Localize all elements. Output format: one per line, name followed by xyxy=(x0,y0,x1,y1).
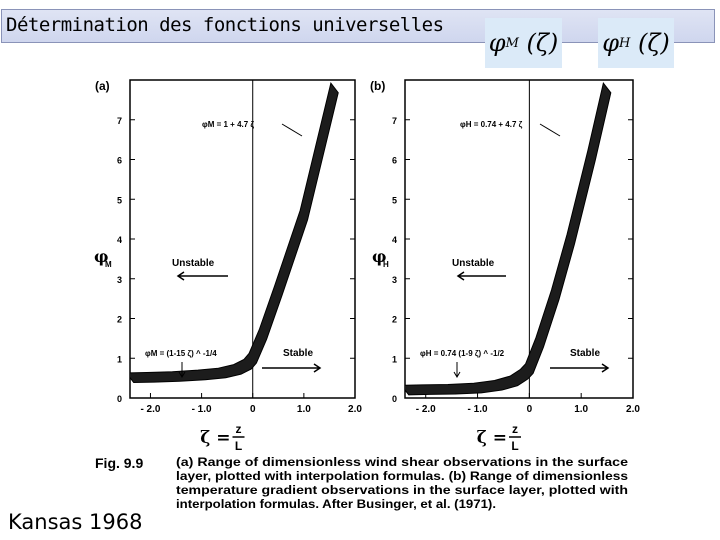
panel-a-stable-arrow xyxy=(262,363,322,373)
panel-a-stable-label: Stable xyxy=(283,348,313,359)
panel-a-y-tick-label: 6 xyxy=(117,156,122,166)
panel-b-xlabel-zeta: ζ = xyxy=(477,428,507,448)
panel-b-y-tick-label: 0 xyxy=(392,394,397,404)
panel-b-annotation-stable-formula: φH = 0.74 + 4.7 ζ xyxy=(460,120,523,129)
panel-a-x-tick-label: 0 xyxy=(250,404,256,415)
panel-b-stable-label: Stable xyxy=(570,348,600,359)
panel-a-y-tick-label: 3 xyxy=(117,275,122,285)
panel-b-x-tick-label: - 1.0 xyxy=(468,404,488,415)
panel-b-ylabel: φ xyxy=(372,247,386,266)
panel-b-unstable-label: Unstable xyxy=(452,258,495,269)
panel-b-y-tick-label: 4 xyxy=(392,235,397,245)
panel-b-x-tick-label: 0 xyxy=(527,404,533,415)
panel-a-band xyxy=(130,82,339,384)
panel-b-unstable-arrow xyxy=(456,271,506,281)
formula-phi-h-sub: H xyxy=(619,35,631,51)
panel-a-annotation-unstable-pointer xyxy=(178,362,186,378)
title-bar xyxy=(1,9,715,43)
panel-b-xlabel-z: z xyxy=(512,422,518,436)
panel-b-y-tick-label: 2 xyxy=(392,315,397,325)
panel-a-y-tick-label: 2 xyxy=(117,315,122,325)
panel-a-annotation-unstable-formula: φM = (1-15 ζ) ^ -1/4 xyxy=(145,349,217,358)
panel-b-band xyxy=(405,82,612,396)
panel-b-stable-arrow xyxy=(550,363,610,373)
panel-a-x-tick-label: - 2.0 xyxy=(140,404,160,415)
panel-b-annotation-stable-pointer xyxy=(539,123,561,137)
panel-b-y-tick-label: 6 xyxy=(392,156,397,166)
panel-a-x-tick-label: 1.0 xyxy=(297,404,311,415)
panel-a-y-tick-label: 5 xyxy=(117,195,122,205)
panel-b-label: (b) xyxy=(370,79,385,93)
panel-a-label: (a) xyxy=(95,79,110,93)
panel-a-ylabel-sub: M xyxy=(105,260,112,269)
panel-a-xlabel-z: z xyxy=(236,422,242,436)
formula-phi-m-symbol: φ xyxy=(488,29,506,57)
formula-phi-m-sub: M xyxy=(505,35,519,51)
panel-b-xlabel-L: L xyxy=(511,439,518,453)
panel-b-y-tick-label: 1 xyxy=(392,354,397,364)
panel-a-y-tick-label: 7 xyxy=(117,116,122,126)
panel-a-x-tick-label: 2.0 xyxy=(348,404,362,415)
panel-a-y-tick-label: 4 xyxy=(117,235,122,245)
panel-b-y-tick-label: 3 xyxy=(392,275,397,285)
caption-line-2: layer, plotted with interpolation formul… xyxy=(176,469,628,483)
panel-a-unstable-label: Unstable xyxy=(172,258,215,269)
panel-a-annotation-stable-pointer xyxy=(281,123,303,137)
panel-b-ylabel-sub: H xyxy=(383,260,389,269)
panel-b-x-tick-label: 2.0 xyxy=(626,404,640,415)
slide-title: Détermination des fonctions universelles xyxy=(6,14,444,36)
panel-a-xlabel-zeta: ζ = xyxy=(200,428,230,448)
panel-b-annotation-unstable-pointer xyxy=(453,362,461,378)
formula-phi-h-arg: (ζ) xyxy=(638,29,670,57)
kansas-label: Kansas 1968 xyxy=(8,510,143,534)
caption-line-1: (a) Range of dimensionless wind shear ob… xyxy=(176,455,628,469)
panel-b-x-tick-label: - 2.0 xyxy=(416,404,436,415)
panel-b-y-tick-label: 7 xyxy=(392,116,397,126)
caption-fig-label: Fig. 9.9 xyxy=(95,455,143,471)
formula-phi-m-arg: (ζ) xyxy=(526,29,559,57)
panel-a-ylabel: φ xyxy=(94,247,108,266)
panel-a-y-tick-label: 1 xyxy=(117,354,122,364)
panel-a-unstable-arrow xyxy=(176,271,228,281)
panel-a-xlabel-L: L xyxy=(235,439,242,453)
panel-b-y-tick-label: 5 xyxy=(392,195,397,205)
panel-b-annotation-unstable-formula: φH = 0.74 (1-9 ζ) ^ -1/2 xyxy=(420,349,505,358)
panel-a-x-tick-label: - 1.0 xyxy=(192,404,212,415)
panel-a-y-tick-label: 0 xyxy=(117,394,122,404)
caption-line-4: interpolation formulas. After Businger, … xyxy=(176,497,496,511)
panel-b-x-tick-label: 1.0 xyxy=(574,404,588,415)
panel-a-annotation-stable-formula: φM = 1 + 4.7 ζ xyxy=(202,120,254,129)
caption-line-3: temperature gradient observations in the… xyxy=(176,483,628,497)
formula-phi-h-symbol: φ xyxy=(602,29,620,57)
